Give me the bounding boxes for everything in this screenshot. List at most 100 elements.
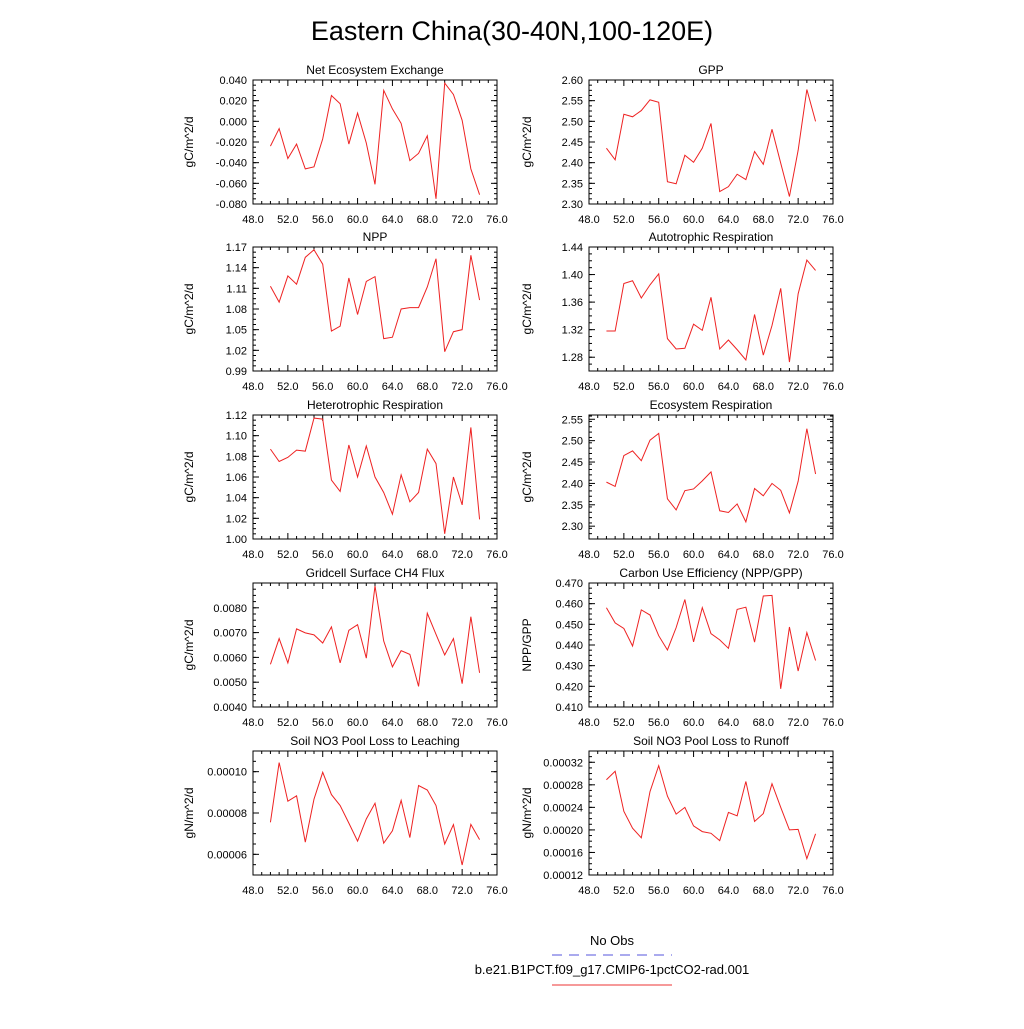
plot-frame <box>588 582 834 708</box>
x-tick-label: 52.0 <box>613 549 634 561</box>
legend-label-run: b.e21.B1PCT.f09_g17.CMIP6-1pctCO2-rad.00… <box>475 962 750 977</box>
y-tick-label: 2.30 <box>562 199 583 211</box>
x-tick-label: 76.0 <box>486 549 507 561</box>
x-tick-label: 48.0 <box>578 549 599 561</box>
x-tick-label: 68.0 <box>753 885 774 897</box>
y-tick-label: 0.0040 <box>213 702 247 714</box>
x-tick-label: 48.0 <box>242 717 263 729</box>
x-tick-label: 48.0 <box>578 214 599 226</box>
y-axis-label: NPP/GPP <box>520 618 534 671</box>
y-tick-label: 0.00024 <box>543 802 583 814</box>
series-line <box>606 763 817 861</box>
x-tick-label: 52.0 <box>613 717 634 729</box>
x-tick-label: 56.0 <box>312 549 333 561</box>
y-tick-label: 0.450 <box>555 619 583 631</box>
y-axis-label: gN/m^2/d <box>520 788 534 839</box>
x-tick-label: 56.0 <box>648 885 669 897</box>
y-tick-label: -0.020 <box>216 137 247 149</box>
y-tick-label: 2.30 <box>562 521 583 533</box>
y-tick-label: 2.40 <box>562 158 583 170</box>
y-tick-label: 1.32 <box>562 325 583 337</box>
x-tick-label: 64.0 <box>382 717 403 729</box>
y-tick-label: 2.40 <box>562 478 583 490</box>
x-tick-label: 52.0 <box>277 717 298 729</box>
y-tick-label: 2.45 <box>562 137 583 149</box>
x-tick-label: 60.0 <box>347 549 368 561</box>
y-tick-label: 1.40 <box>562 270 583 282</box>
y-tick-label: 2.50 <box>562 116 583 128</box>
x-tick-label: 56.0 <box>312 717 333 729</box>
x-tick-label: 64.0 <box>718 717 739 729</box>
x-tick-label: 52.0 <box>277 885 298 897</box>
panel-3: Autotrophic Respiration 48.0 52.0 56.0 60.0 6… <box>520 230 844 393</box>
x-tick-label: 64.0 <box>382 214 403 226</box>
x-tick-label: 52.0 <box>277 214 298 226</box>
x-tick-label: 56.0 <box>648 214 669 226</box>
x-tick-label: 48.0 <box>578 381 599 393</box>
y-tick-label: 1.44 <box>562 242 583 254</box>
x-tick-label: 60.0 <box>683 885 704 897</box>
y-axis-label: gC/m^2/d <box>520 452 534 503</box>
y-tick-label: 2.60 <box>562 75 583 87</box>
y-tick-label: 0.0070 <box>213 628 247 640</box>
y-tick-label: 0.00012 <box>543 870 583 882</box>
series-line <box>605 594 817 689</box>
plot-frame <box>252 582 498 708</box>
y-tick-label: 1.06 <box>226 472 247 484</box>
y-axis-label: gC/m^2/d <box>520 117 534 168</box>
y-tick-label: 0.470 <box>555 578 583 590</box>
y-tick-label: 2.55 <box>562 414 583 426</box>
x-tick-label: 60.0 <box>347 214 368 226</box>
series-line <box>606 428 817 524</box>
y-axis-label: gN/m^2/d <box>182 788 196 839</box>
x-tick-label: 72.0 <box>451 214 472 226</box>
y-tick-label: -0.060 <box>216 178 247 190</box>
x-tick-label: 60.0 <box>347 381 368 393</box>
y-tick-label: 0.0060 <box>213 652 247 664</box>
x-tick-label: 76.0 <box>822 885 843 897</box>
y-tick-label: 1.02 <box>226 513 247 525</box>
x-tick-label: 68.0 <box>417 381 438 393</box>
y-tick-label: 2.35 <box>562 500 583 512</box>
y-tick-label: 0.00032 <box>543 757 583 769</box>
y-tick-label: 0.00010 <box>207 767 247 779</box>
x-tick-label: 52.0 <box>613 381 634 393</box>
x-tick-label: 48.0 <box>242 885 263 897</box>
x-tick-label: 56.0 <box>648 381 669 393</box>
y-tick-label: 0.00008 <box>207 808 247 820</box>
x-tick-label: 76.0 <box>486 381 507 393</box>
x-tick-label: 68.0 <box>417 885 438 897</box>
y-axis-label: gC/m^2/d <box>520 284 534 335</box>
x-tick-label: 72.0 <box>787 214 808 226</box>
y-tick-label: 2.50 <box>562 436 583 448</box>
x-tick-label: 68.0 <box>753 549 774 561</box>
x-tick-label: 76.0 <box>822 549 843 561</box>
y-tick-label: 0.00028 <box>543 780 583 792</box>
x-tick-label: 76.0 <box>486 885 507 897</box>
y-tick-label: 0.0050 <box>213 677 247 689</box>
y-tick-label: 0.0080 <box>213 603 247 615</box>
y-axis-label: gC/m^2/d <box>182 284 196 335</box>
series-line <box>269 248 481 352</box>
y-axis-label: gC/m^2/d <box>182 620 196 671</box>
legend-label-no-obs: No Obs <box>590 933 635 948</box>
y-tick-label: 0.410 <box>555 702 583 714</box>
x-tick-label: 68.0 <box>417 214 438 226</box>
x-tick-label: 52.0 <box>277 549 298 561</box>
panel-2: NPP 48.0 52.0 56.0 60.0 64.0 68.0 72.0 76.0 0.99 1… <box>182 230 508 393</box>
panel-title: Autotrophic Respiration <box>649 230 774 244</box>
x-tick-label: 72.0 <box>787 381 808 393</box>
x-tick-label: 72.0 <box>451 885 472 897</box>
panel-title: Ecosystem Respiration <box>650 398 773 412</box>
y-tick-label: 1.08 <box>226 451 247 463</box>
panel-4: Heterotrophic Respiration 48.0 52.0 56.0 60.… <box>182 398 508 561</box>
y-tick-label: 1.05 <box>226 325 247 337</box>
x-tick-label: 60.0 <box>683 549 704 561</box>
x-tick-label: 64.0 <box>718 214 739 226</box>
y-tick-label: 1.00 <box>226 534 247 546</box>
x-tick-label: 68.0 <box>753 214 774 226</box>
panel-5: Ecosystem Respiration 48.0 52.0 56.0 60.0 64.… <box>520 398 844 561</box>
y-axis-label: gC/m^2/d <box>182 452 196 503</box>
panel-9: Soil NO3 Pool Loss to Runoff 48.0 52.0 56.0… <box>520 734 844 897</box>
plot-frame <box>588 79 834 205</box>
